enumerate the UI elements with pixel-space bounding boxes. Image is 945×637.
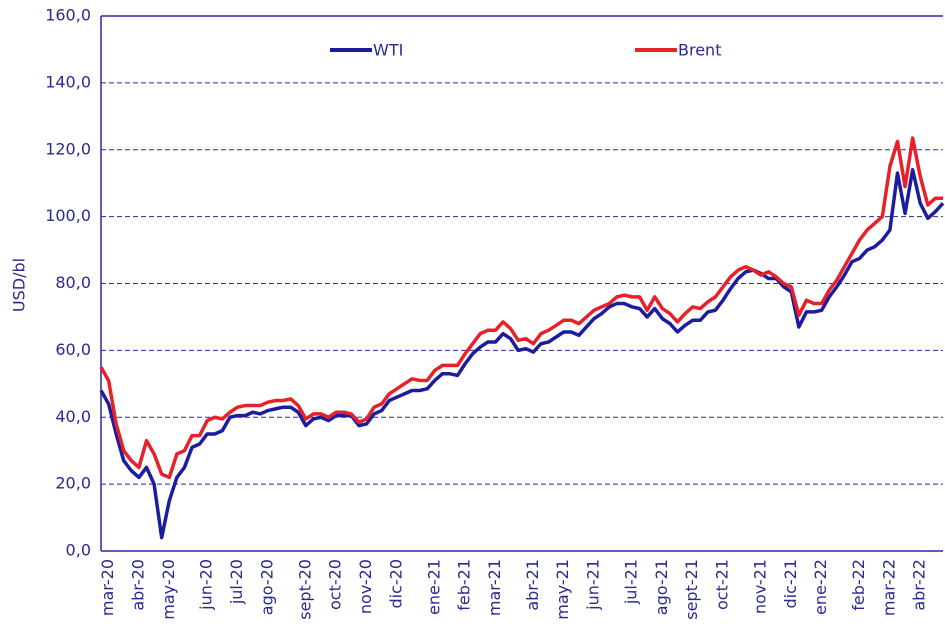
- line-series: [99, 136, 943, 480]
- legend-label: Brent: [678, 41, 721, 60]
- x-tick-label: oct-21: [713, 559, 732, 610]
- y-tick-label: 160,0: [45, 6, 91, 25]
- x-tick-label: nov-21: [750, 559, 769, 614]
- x-tick-label: sept-21: [682, 559, 701, 620]
- x-tick-label: jul-20: [227, 559, 246, 605]
- x-tick-label: ene-21: [424, 559, 443, 615]
- x-tick-label: abr-21: [523, 559, 542, 611]
- x-tick-label: ene-22: [811, 559, 830, 615]
- x-tick-label: ago-20: [257, 559, 276, 615]
- x-tick-label: nov-20: [356, 559, 375, 614]
- x-tick-label: ago-21: [652, 559, 671, 615]
- x-tick-label: mar-21: [485, 559, 504, 616]
- x-tick-label: abr-22: [910, 559, 929, 611]
- x-tick-label: oct-20: [326, 559, 345, 610]
- x-tick-label: mar-20: [98, 559, 117, 616]
- y-tick-label: 80,0: [55, 273, 91, 292]
- y-axis-label: USD/bl: [10, 258, 29, 312]
- x-tick-label: jun-20: [197, 559, 216, 611]
- x-tick-label: feb-21: [455, 559, 474, 611]
- y-tick-label: 20,0: [55, 474, 91, 493]
- y-tick-label: 0,0: [66, 541, 91, 560]
- y-tick-label: 120,0: [45, 139, 91, 158]
- y-tick-label: 40,0: [55, 407, 91, 426]
- line-series: [99, 168, 945, 540]
- y-tick-label: 100,0: [45, 206, 91, 225]
- legend-label: WTI: [373, 41, 403, 60]
- x-tick-label: may-21: [553, 559, 572, 620]
- x-tick-label: dic-20: [386, 559, 405, 609]
- x-tick-label: feb-22: [849, 559, 868, 611]
- x-tick-label: mar-22: [879, 559, 898, 616]
- x-tick-label: jun-21: [584, 559, 603, 611]
- x-tick-label: abr-20: [128, 559, 147, 611]
- x-tick-label: dic-21: [781, 559, 800, 609]
- y-tick-label: 140,0: [45, 72, 91, 91]
- x-tick-label: jul-21: [621, 559, 640, 605]
- x-tick-label: sept-20: [295, 559, 314, 620]
- x-tick-label: may-20: [159, 559, 178, 620]
- y-tick-label: 60,0: [55, 340, 91, 359]
